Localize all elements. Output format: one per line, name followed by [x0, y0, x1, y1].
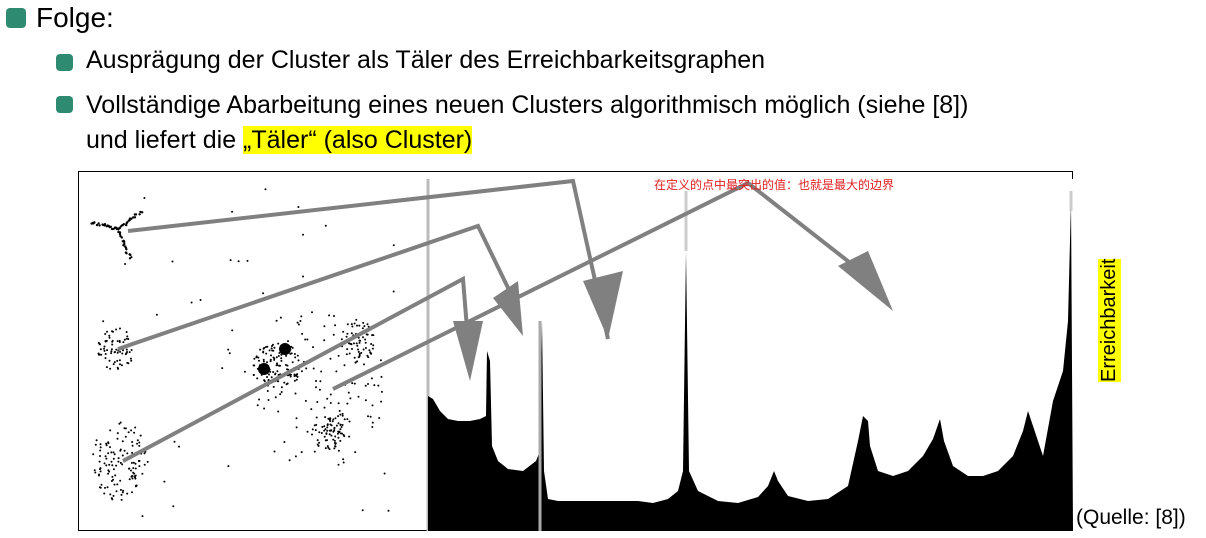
- bullet-icon: [56, 96, 73, 113]
- bullet-item-2-line2: und liefert die „Täler“ (also Cluster): [86, 123, 968, 158]
- highlighted-valleys: „Täler“ (also Cluster): [243, 126, 473, 154]
- figure-svg: 在定义的点中最突出的值：也就是最大的边界: [78, 171, 1073, 531]
- reachability-plot: [426, 179, 1073, 531]
- bullet-item-2: Vollständige Abarbeitung eines neuen Clu…: [86, 88, 968, 158]
- pointer-arrows: [117, 178, 893, 463]
- arrow-2: [117, 223, 515, 351]
- y-axis-label: Erreichbarkeit: [1098, 258, 1121, 382]
- arrow-3: [122, 275, 470, 463]
- bullet-icon: [56, 54, 73, 71]
- bullet-item-2-line1: Vollständige Abarbeitung eines neuen Clu…: [86, 91, 969, 119]
- arrow-4: [332, 180, 860, 391]
- line2-prefix: und liefert die: [86, 126, 244, 154]
- bullet-icon: [6, 8, 26, 28]
- annotation-cn: 在定义的点中最突出的值：也就是最大的边界: [654, 177, 894, 192]
- optics-figure: 在定义的点中最突出的值：也就是最大的边界: [78, 171, 1074, 533]
- bullet-heading: Folge:: [36, 2, 114, 33]
- source-citation: (Quelle: [8]): [1076, 506, 1186, 529]
- scatter-plot: [90, 188, 395, 518]
- bullet-item-1: Ausprägung der Cluster als Täler des Err…: [86, 46, 766, 74]
- reachability-fill: [428, 201, 1073, 531]
